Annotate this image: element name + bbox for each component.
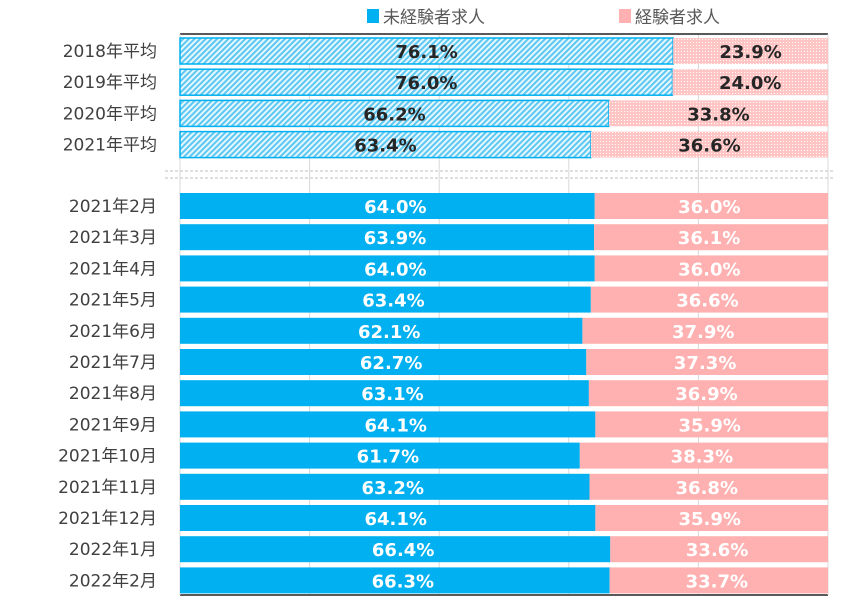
- category-label: 2021年8月: [69, 384, 157, 404]
- category-label: 2021年10月: [58, 447, 157, 467]
- bar-inexperienced: [180, 255, 595, 282]
- bar-experienced: [594, 193, 828, 219]
- data-label-inexperienced: 64.1%: [364, 415, 426, 436]
- bar-experienced: [589, 473, 828, 500]
- category-label: 2022年1月: [69, 540, 157, 560]
- data-label-experienced: 36.6%: [676, 291, 738, 312]
- data-label-experienced: 37.3%: [674, 353, 736, 374]
- category-label: 2021年3月: [69, 228, 157, 248]
- category-label: 2019年平均: [63, 73, 157, 93]
- bar-inexperienced: [180, 224, 595, 251]
- bar-inexperienced: [180, 317, 583, 344]
- data-label-experienced: 36.8%: [676, 478, 738, 499]
- bar-inexperienced: [180, 349, 587, 375]
- data-label-inexperienced: 62.7%: [360, 353, 422, 374]
- data-label-experienced: 33.8%: [687, 104, 749, 125]
- legend-swatch-experienced: [619, 9, 631, 23]
- category-label: 2018年平均: [63, 42, 157, 62]
- data-label-experienced: 36.9%: [675, 384, 737, 405]
- bar-experienced: [586, 349, 828, 375]
- data-label-inexperienced: 66.3%: [372, 571, 434, 592]
- category-label: 2020年平均: [63, 104, 157, 124]
- bar-experienced: [673, 38, 828, 64]
- data-label-inexperienced: 76.1%: [395, 42, 457, 63]
- bar-inexperienced: [180, 567, 610, 594]
- bar-experienced: [579, 442, 828, 469]
- bar-inexperienced: [180, 286, 591, 313]
- data-label-inexperienced: 63.4%: [362, 291, 424, 312]
- bar-experienced: [595, 505, 828, 531]
- bar-inexperienced: [179, 99, 610, 128]
- data-label-experienced: 24.0%: [719, 73, 781, 94]
- bar-experienced: [595, 411, 828, 438]
- category-label: 2021年5月: [69, 291, 157, 311]
- bar-experienced: [594, 224, 828, 251]
- bar-experienced: [609, 567, 828, 594]
- category-label: 2022年2月: [69, 571, 157, 591]
- data-label-experienced: 35.9%: [678, 415, 740, 436]
- bar-inexperienced: [180, 442, 580, 469]
- data-label-inexperienced: 66.4%: [372, 540, 434, 561]
- data-label-experienced: 38.3%: [671, 447, 733, 468]
- category-labels: 2018年平均 2019年平均 2020年平均 2021年平均 2021年2月 2021年…: [58, 42, 157, 591]
- data-label-inexperienced: 63.9%: [364, 228, 426, 249]
- bar-inexperienced: [180, 380, 589, 407]
- category-label: 2021年9月: [69, 415, 157, 435]
- data-label-experienced: 36.1%: [678, 228, 740, 249]
- data-label-inexperienced: 76.0%: [395, 73, 457, 94]
- data-label-inexperienced: 66.2%: [363, 104, 425, 125]
- bar-inexperienced: [180, 193, 595, 219]
- bar-experienced: [608, 100, 828, 127]
- data-label-experienced: 23.9%: [719, 42, 781, 63]
- bar-inexperienced: [180, 473, 590, 500]
- data-label-experienced: 36.6%: [678, 136, 740, 157]
- data-label-inexperienced: 63.2%: [362, 478, 424, 499]
- category-label: 2021年11月: [58, 478, 157, 498]
- bar-experienced: [590, 286, 828, 313]
- category-label: 2021年2月: [69, 197, 157, 217]
- bar-experienced: [594, 255, 828, 282]
- gridlines: [165, 33, 835, 596]
- data-label-experienced: 33.6%: [686, 540, 748, 561]
- bar-experienced: [582, 317, 828, 344]
- data-label-experienced: 33.7%: [686, 571, 748, 592]
- bars: 76.1% 23.9% 76.0% 24.0% 66.2% 33.8% 63.4% 36.6%…: [179, 37, 828, 594]
- bar-experienced: [590, 131, 828, 158]
- legend: 未経験者求人 経験者求人: [367, 8, 720, 28]
- data-label-experienced: 37.9%: [672, 322, 734, 343]
- data-label-inexperienced: 64.0%: [364, 197, 426, 218]
- bar-experienced: [610, 536, 828, 563]
- data-label-inexperienced: 63.4%: [354, 136, 416, 157]
- data-label-inexperienced: 61.7%: [357, 447, 419, 468]
- bar-experienced: [672, 69, 828, 96]
- legend-swatch-inexperienced: [367, 9, 379, 23]
- bar-inexperienced: [180, 505, 596, 531]
- category-label: 2021年6月: [69, 322, 157, 342]
- category-label: 2021年平均: [63, 136, 157, 156]
- bar-inexperienced: [180, 411, 596, 438]
- data-label-experienced: 36.0%: [678, 259, 740, 280]
- bar-inexperienced: [180, 536, 611, 563]
- legend-label-experienced: 経験者求人: [635, 8, 720, 28]
- data-label-experienced: 35.9%: [678, 509, 740, 530]
- data-label-inexperienced: 64.0%: [364, 259, 426, 280]
- data-label-inexperienced: 63.1%: [361, 384, 423, 405]
- category-label: 2021年7月: [69, 353, 157, 373]
- data-label-experienced: 36.0%: [678, 197, 740, 218]
- data-label-inexperienced: 64.1%: [364, 509, 426, 530]
- bar-experienced: [588, 380, 828, 407]
- legend-label-inexperienced: 未経験者求人: [383, 8, 485, 28]
- data-label-inexperienced: 62.1%: [358, 322, 420, 343]
- category-label: 2021年4月: [69, 259, 157, 279]
- category-label: 2021年12月: [58, 509, 157, 529]
